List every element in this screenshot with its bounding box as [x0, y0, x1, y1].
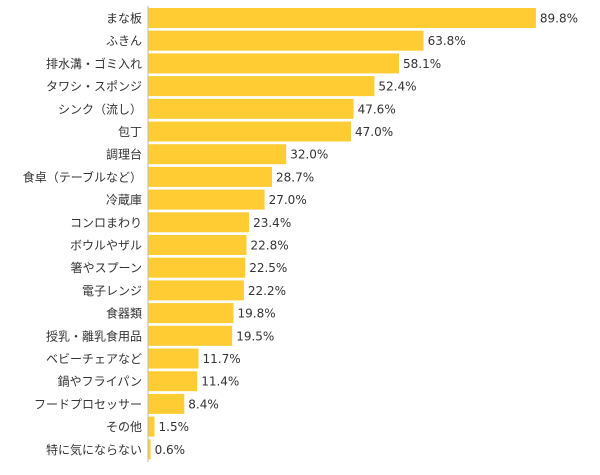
- bar: [148, 348, 199, 369]
- value-label: 89.8%: [540, 12, 578, 26]
- value-label: 22.5%: [249, 261, 287, 275]
- value-label: 11.4%: [201, 375, 239, 389]
- category-label: タワシ・スポンジ: [46, 80, 142, 94]
- category-label: 箸やスプーン: [71, 260, 142, 275]
- category-label: 排水溝・ゴミ入れ: [46, 56, 142, 71]
- value-labels-group: 89.8% 63.8% 58.1% 52.4% 47.6% 47.0% 32.0% 28.7%…: [155, 12, 578, 457]
- category-label: ふきん: [106, 34, 142, 48]
- bar: [148, 76, 375, 97]
- value-label: 22.2%: [248, 284, 286, 298]
- value-label: 47.0%: [355, 125, 393, 139]
- bar: [148, 30, 424, 51]
- category-label: フードプロセッサー: [34, 397, 142, 411]
- category-label: 授乳・離乳食用品: [46, 328, 142, 343]
- value-label: 32.0%: [290, 148, 328, 162]
- value-label: 19.5%: [236, 329, 274, 343]
- value-label: 11.7%: [203, 352, 241, 366]
- value-label: 19.8%: [238, 307, 276, 321]
- bar: [148, 393, 185, 414]
- value-label: 23.4%: [253, 216, 291, 230]
- bar: [148, 280, 244, 301]
- value-label: 47.6%: [358, 102, 396, 116]
- value-label: 28.7%: [276, 170, 314, 184]
- category-label: 包丁: [118, 125, 142, 139]
- category-label: 食器類: [106, 306, 142, 321]
- bar: [148, 235, 247, 255]
- bar: [148, 98, 354, 119]
- bar: [148, 8, 536, 28]
- value-label: 58.1%: [403, 57, 441, 71]
- category-label: その他: [106, 420, 142, 434]
- bar: [148, 144, 287, 165]
- bar: [148, 53, 399, 74]
- category-label: ベビーチェアなど: [46, 352, 142, 366]
- bar: [148, 416, 155, 437]
- category-label: シンク（流し）: [58, 102, 142, 116]
- bar: [148, 371, 198, 392]
- category-label: 電子レンジ: [82, 284, 142, 298]
- bar: [148, 189, 265, 210]
- value-label: 0.6%: [155, 443, 186, 457]
- bar: [148, 257, 246, 278]
- value-label: 22.8%: [251, 239, 289, 253]
- bar: [148, 212, 250, 233]
- category-label: 鍋やフライパン: [58, 374, 142, 389]
- category-label: 食卓（テーブルなど）: [23, 169, 142, 184]
- value-label: 52.4%: [378, 80, 416, 94]
- value-label: 1.5%: [159, 420, 190, 434]
- category-label: 特に気にならない: [46, 442, 142, 457]
- value-label: 63.8%: [428, 34, 466, 48]
- bar: [148, 166, 272, 187]
- bars-group: [148, 8, 536, 460]
- category-label: まな板: [106, 12, 142, 26]
- bar: [148, 439, 151, 460]
- value-label: 8.4%: [188, 397, 219, 411]
- bar: [148, 121, 351, 142]
- category-label: コンロまわり: [70, 216, 142, 230]
- bar: [148, 325, 233, 346]
- category-label: ボウルやザル: [70, 239, 142, 253]
- value-label: 27.0%: [269, 193, 307, 207]
- category-label: 調理台: [106, 147, 142, 162]
- category-label: 冷蔵庫: [106, 193, 142, 207]
- bar: [148, 303, 234, 324]
